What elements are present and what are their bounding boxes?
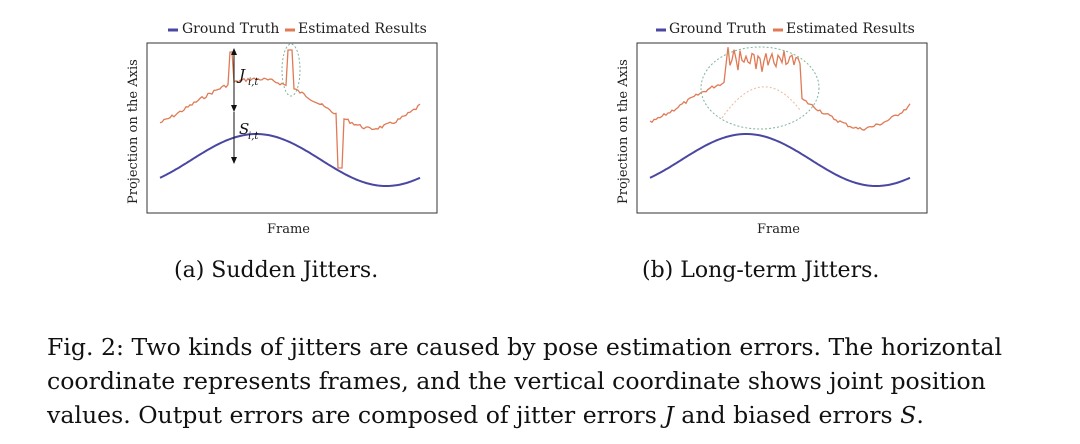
annot-j: J <box>236 66 246 84</box>
caption-s: S <box>900 401 917 429</box>
plot-frame <box>146 42 438 214</box>
estimated-curve <box>649 47 911 131</box>
panel-a-chart: Ground Truth Estimated Results J i,t S i… <box>126 21 438 237</box>
caption-line-3-post: . <box>916 401 924 429</box>
x-axis-label: Frame <box>267 222 310 237</box>
y-axis-label: Projection on the Axis <box>616 59 631 204</box>
legend-ground-truth-label: Ground Truth <box>669 21 766 37</box>
plot-frame <box>636 42 928 214</box>
figure-caption: Fig. 2: Two kinds of jitters are caused … <box>47 330 1057 432</box>
y-axis-label: Projection on the Axis <box>126 59 141 204</box>
subcaption-b: (b) Long-term Jitters. <box>642 258 880 283</box>
annot-j-sub: i,t <box>248 77 259 88</box>
jitter-arrow-head-bottom <box>231 105 237 112</box>
jitter-highlight-ellipse <box>281 43 301 97</box>
panel-a: Ground Truth Estimated Results J i,t S i… <box>120 0 450 283</box>
caption-line-3: values. Output errors are composed of ji… <box>47 398 1057 432</box>
smoothed-reference-arc <box>721 86 801 119</box>
legend-estimated-label: Estimated Results <box>298 21 427 37</box>
legend-ground-truth-label: Ground Truth <box>182 21 279 37</box>
ground-truth-curve <box>649 133 911 187</box>
ground-truth-curve <box>159 133 421 187</box>
caption-j: J <box>664 401 674 429</box>
panel-b-chart: Ground Truth Estimated Results Frame Pro… <box>616 21 928 237</box>
caption-line-3-pre: values. Output errors are composed of ji… <box>47 401 665 429</box>
caption-line-1: Fig. 2: Two kinds of jitters are caused … <box>47 333 1003 361</box>
legend-estimated-label: Estimated Results <box>786 21 915 37</box>
caption-line-3-mid: and biased errors <box>673 401 901 429</box>
long-term-jitter-highlight <box>700 46 820 130</box>
bias-arrow-head-bottom <box>231 157 237 164</box>
caption-line-2: coordinate represents frames, and the ve… <box>47 367 986 395</box>
x-axis-label: Frame <box>757 222 800 237</box>
jitter-arrow-head-top <box>231 48 237 55</box>
estimated-curve <box>159 49 421 169</box>
annot-s: S <box>239 120 249 138</box>
panel-b: Ground Truth Estimated Results Frame Pro… <box>610 0 940 283</box>
subcaption-a: (a) Sudden Jitters. <box>174 258 379 283</box>
annot-s-sub: i,t <box>248 131 259 142</box>
